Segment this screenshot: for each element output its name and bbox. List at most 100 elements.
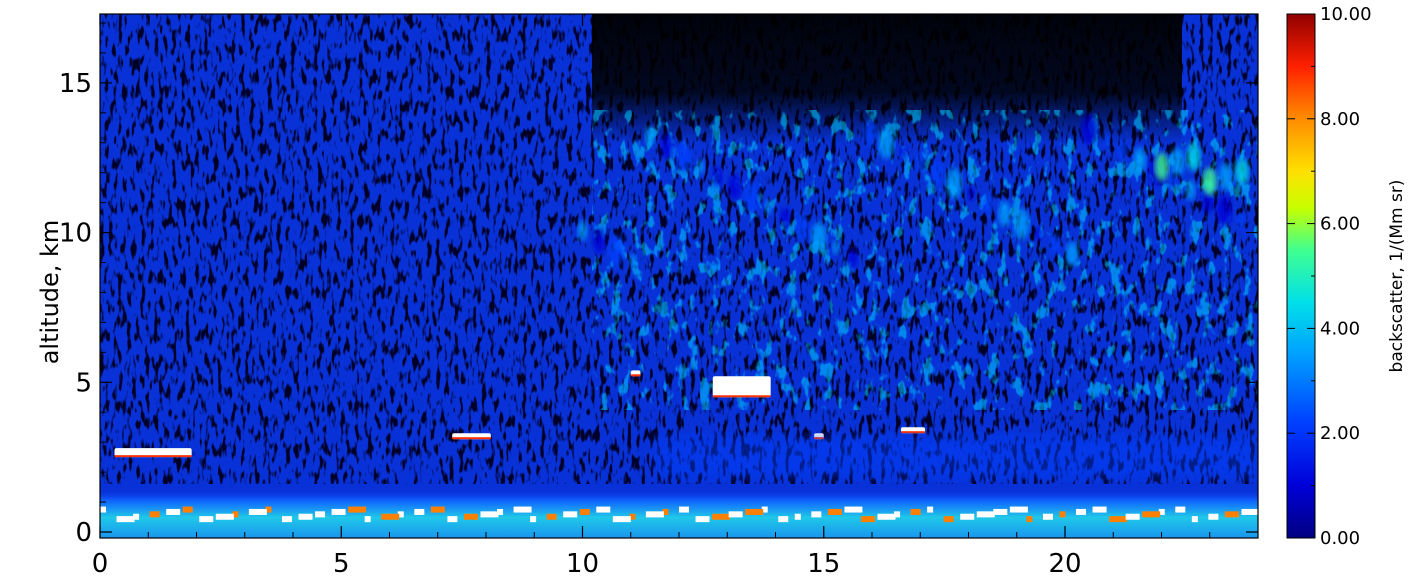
boundary-layer-clump [910,508,921,515]
cirrus-mark [982,193,993,214]
boundary-layer-clump [1009,506,1028,513]
cirrus-mark [1216,195,1232,226]
boundary-layer-clump [827,508,842,515]
cirrus-mark [1034,227,1042,242]
cirrus-mark [930,160,944,187]
boundary-layer-clump [943,516,954,523]
boundary-layer-clump [761,506,768,513]
boundary-layer-clump [298,513,313,520]
boundary-layer-clump [166,508,181,515]
colorbar-tick-label: 10.00 [1320,4,1372,25]
cirrus-mark [1133,147,1147,173]
y-axis: 0 5 10 15 [59,22,1258,548]
cirrus-mark [1186,142,1201,171]
boundary-layer-clump [149,511,160,518]
boundary-layer-clump [497,508,504,515]
boundary-layer-clump [612,516,631,523]
boundary-layer-clump [265,506,272,513]
boundary-layer-clump [447,516,458,523]
colorbar-tick-label: 6.00 [1320,214,1360,235]
boundary-layer-clump [1125,513,1140,520]
boundary-layer-clump [530,516,537,523]
x-tick-label: 20 [1048,549,1081,579]
cirrus-mark [1237,213,1245,228]
boundary-layer-clump [414,508,425,515]
boundary-layer-clump [728,511,743,518]
cirrus-mark [1170,147,1185,176]
boundary-layer-clump [381,513,400,520]
boundary-layer-clump [248,508,267,515]
boundary-layer-clump [811,511,822,518]
cirrus-mark [1202,167,1217,196]
boundary-layer-clump [794,513,801,520]
boundary-layer-clump [182,506,193,513]
cirrus-mark [1185,180,1196,201]
boundary-layer-clump [844,506,863,513]
boundary-layer-clump [1109,516,1128,523]
aerosol-layer-mark [654,436,1258,479]
y-tick-label: 10 [59,219,92,249]
colorbar-title: backscatter, 1/(Mm sr) [1387,180,1407,373]
cloud-edge-mark [630,374,641,377]
boundary-layer-clump [1026,516,1033,523]
boundary-layer-clump [1208,513,1219,520]
boundary-layer-clump [993,508,1008,515]
cirrus-mark [878,127,895,159]
cloud-edge-mark [712,395,771,398]
boundary-layer-clump [778,516,789,523]
boundary-layer-clump [1175,506,1186,513]
cirrus-mark [1118,140,1128,160]
boundary-layer-clump [513,506,532,513]
boundary-layer-clump [579,508,590,515]
colorbar [1286,13,1316,539]
cirrus-mark [728,174,741,200]
boundary-layer-clump [960,513,975,520]
cloud-edge-mark [452,437,491,440]
boundary-layer-clump [662,508,669,515]
cirrus-mark [1081,114,1097,146]
boundary-layer-clump [364,516,371,523]
boundary-layer-clump [860,516,875,523]
y-tick-label: 0 [75,518,92,548]
cirrus-mark [915,153,926,174]
cirrus-mark [712,167,723,187]
boundary-layer-clump [1142,511,1161,518]
boundary-layer-clump [133,513,140,520]
cirrus-mark [764,200,772,215]
cirrus-mark [1013,208,1030,240]
boundary-layer-clump [397,511,404,518]
boundary-layer-clump [463,513,478,520]
colorbar-ticks: 0.00 2.00 4.00 6.00 8.00 10.00 [1287,4,1372,549]
cirrus-mark [811,222,827,253]
boundary-layer-clump [976,511,995,518]
boundary-layer-clump [232,511,239,518]
boundary-layer-clump [1158,508,1165,515]
y-tick-label: 15 [59,69,92,99]
x-tick-label: 10 [566,549,599,579]
colorbar-tick-label: 8.00 [1320,109,1360,130]
cirrus-mark [967,186,975,201]
colorbar-tick-label: 0.00 [1320,528,1360,549]
cirrus-mark [832,240,840,255]
cloud-edge-mark [114,455,192,458]
boundary-layer-clump [1092,506,1107,513]
boundary-layer-clump [100,506,106,513]
cirrus-mark [998,201,1011,227]
boundary-layer-clump [1042,513,1053,520]
cirrus-mark [1218,162,1233,191]
colorbar-tick-label: 2.00 [1320,423,1360,444]
boundary-layer-clump [215,513,234,520]
boundary-layer-clump [563,511,578,518]
boundary-layer-clump [199,516,214,523]
cirrus-mark [629,254,637,269]
cirrus-mark [847,247,858,268]
cirrus-mark [795,214,809,240]
y-axis-title: altitude, km [36,220,64,365]
boundary-layer-clump [331,508,346,515]
boundary-layer-clump [1191,516,1198,523]
x-tick-label: 5 [333,549,350,579]
cirrus-texture [592,110,1258,410]
boundary-layer-clump [1241,508,1258,515]
cirrus-mark [1170,173,1178,188]
